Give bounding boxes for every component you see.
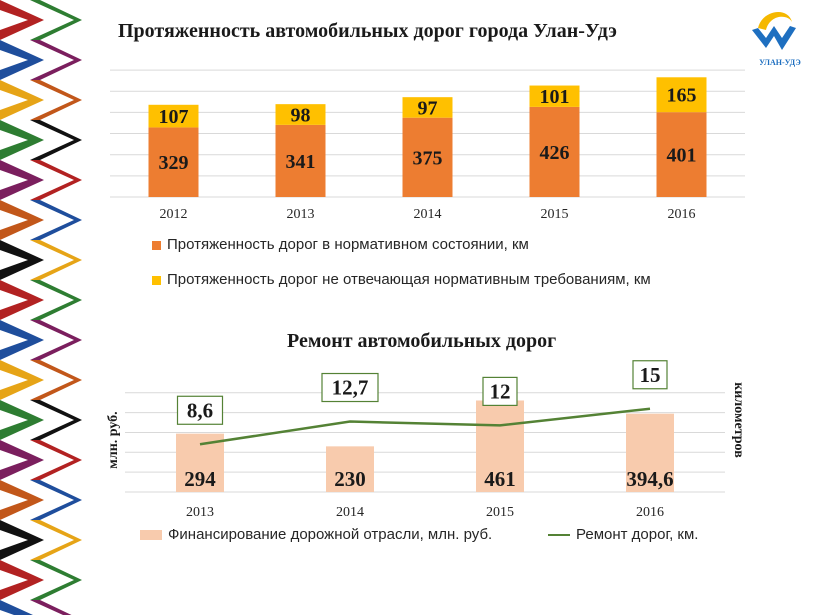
legend-swatch-orange — [152, 240, 161, 250]
legend-swatch-peach — [140, 530, 162, 541]
data-label: 107 — [159, 106, 189, 128]
data-label: 97 — [418, 97, 438, 119]
border-chevron — [30, 440, 82, 480]
data-label: 101 — [540, 86, 570, 108]
chart1-legend-item-1: Протяженность дорог в нормативном состоя… — [152, 236, 529, 253]
chart2-title: Ремонт автомобильных дорог — [287, 330, 557, 352]
bar-non-normative — [656, 77, 707, 113]
line-data-label: 12 — [490, 379, 511, 403]
logo-mark — [752, 26, 796, 50]
data-label: 329 — [159, 152, 189, 174]
border-chevron — [0, 200, 44, 240]
legend-swatch-yellow — [152, 275, 161, 285]
chart1-legend-item-2: Протяженность дорог не отвечающая нормат… — [152, 271, 651, 288]
line-label-box — [321, 372, 379, 403]
x-tick-label: 2016 — [636, 505, 664, 520]
data-label: 294 — [184, 467, 216, 491]
border-chevron — [30, 280, 82, 320]
border-chevron — [0, 240, 44, 280]
line-data-label: 15 — [640, 363, 661, 387]
chart2-legend-item-1: Финансирование дорожной отрасли, млн. ру… — [140, 526, 492, 543]
bar-non-normative — [275, 104, 326, 125]
line-data-label: 12,7 — [332, 376, 369, 400]
x-tick-label: 2013 — [186, 505, 214, 520]
chart1-title: Протяженность автомобильных дорог города… — [118, 20, 617, 42]
bar-non-normative — [529, 85, 580, 107]
border-chevron — [0, 600, 33, 615]
border-chevron — [0, 520, 44, 560]
bar-financing — [626, 413, 674, 492]
bar-normative — [402, 117, 453, 197]
data-label: 230 — [334, 467, 366, 491]
x-tick-label: 2014 — [414, 207, 442, 222]
bar-non-normative — [148, 104, 199, 128]
line-label-box — [176, 395, 224, 425]
border-chevron — [0, 280, 44, 320]
border-chevron — [0, 400, 44, 440]
legend-label: Протяженность дорог не отвечающая нормат… — [167, 271, 651, 288]
data-label: 394,6 — [626, 467, 673, 491]
border-chevron — [0, 40, 44, 80]
border-chevron — [0, 560, 44, 600]
border-chevron — [0, 480, 44, 520]
border-chevron — [0, 160, 44, 200]
border-chevron — [0, 120, 44, 160]
x-tick-label: 2015 — [486, 505, 514, 520]
bar-normative — [148, 127, 199, 197]
border-chevron — [0, 0, 44, 40]
x-tick-label: 2012 — [160, 207, 188, 222]
border-chevron — [30, 480, 82, 520]
data-label: 98 — [291, 105, 311, 127]
line-road-repair — [199, 407, 651, 446]
legend-label: Протяженность дорог в нормативном состоя… — [167, 236, 529, 253]
border-chevron — [30, 320, 82, 360]
chart2-legend-item-2: Ремонт дорог, км. — [548, 526, 698, 543]
border-chevron — [0, 80, 44, 120]
border-chevron — [30, 400, 82, 440]
border-chevron — [14, 604, 47, 615]
border-chevron — [0, 320, 44, 360]
bar-financing — [476, 400, 524, 492]
ornamental-border — [0, 0, 82, 615]
border-chevron — [30, 120, 82, 160]
bar-normative — [529, 106, 580, 197]
x-tick-label: 2014 — [336, 505, 364, 520]
bar-normative — [275, 124, 326, 197]
line-data-label: 8,6 — [187, 398, 213, 422]
bar-normative — [656, 112, 707, 197]
border-chevron — [30, 520, 82, 560]
border-chevron — [30, 240, 82, 280]
border-chevron — [30, 0, 82, 40]
city-logo: УЛАН-УДЭ — [752, 11, 801, 67]
border-chevron — [30, 200, 82, 240]
line-label-box — [482, 376, 518, 406]
legend-label: Финансирование дорожной отрасли, млн. ру… — [168, 526, 493, 543]
legend-swatch-line — [548, 534, 570, 537]
border-chevron — [30, 80, 82, 120]
border-chevron — [30, 160, 82, 200]
x-tick-label: 2015 — [541, 207, 569, 222]
border-chevron — [30, 360, 82, 400]
data-label: 401 — [667, 145, 697, 167]
data-label: 461 — [484, 467, 516, 491]
legend-label: Ремонт дорог, км. — [576, 526, 699, 543]
data-label: 165 — [667, 85, 697, 107]
logo-mark — [758, 11, 792, 30]
logo-text: УЛАН-УДЭ — [759, 58, 801, 67]
data-label: 426 — [540, 142, 570, 164]
data-label: 375 — [413, 147, 443, 169]
x-tick-label: 2016 — [668, 207, 696, 222]
line-label-box — [632, 360, 668, 390]
border-chevron — [0, 440, 44, 480]
bar-non-normative — [402, 97, 453, 118]
border-chevron — [30, 40, 82, 80]
border-chevron — [0, 360, 44, 400]
border-chevron — [30, 600, 72, 615]
bar-financing — [326, 446, 374, 492]
data-label: 341 — [286, 151, 316, 173]
x-tick-label: 2013 — [287, 207, 315, 222]
border-chevron — [30, 560, 82, 600]
